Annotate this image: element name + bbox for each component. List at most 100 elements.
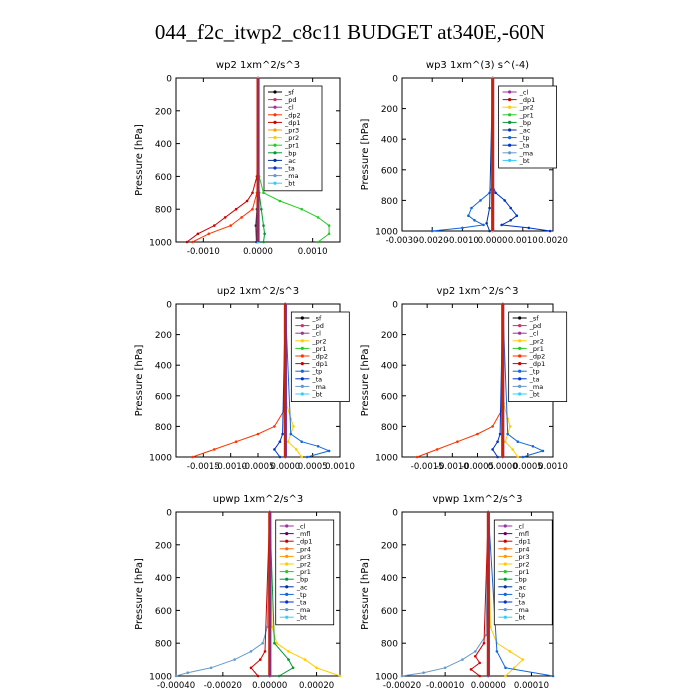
data-point [260,207,263,211]
data-point [467,214,470,217]
series-line-tp [502,303,545,458]
x-tick-label: -0.0030 [386,236,419,246]
data-point [233,658,236,661]
data-point [484,633,488,637]
data-point [476,432,479,436]
legend-label: _ma [296,606,311,614]
legend-marker [503,600,507,604]
data-point [551,674,555,678]
data-point [295,448,298,451]
legend-label: _ac [284,157,296,165]
y-tick-label: 1000 [375,673,398,683]
legend-label: _bp [514,576,527,584]
data-point [521,658,525,661]
legend-marker [273,158,277,162]
legend-marker [273,113,277,117]
panel-1: wp2 1xm^2/s^3 Pressure [hPa] 0 200 400 600 800… [134,60,341,257]
y-axis-label: Pressure [hPa] [134,345,145,417]
y-tick-label: 0 [166,75,172,85]
y-tick-label: 400 [155,140,172,150]
data-point [263,650,267,653]
legend-marker [503,547,507,551]
data-point [278,199,282,203]
legend-label: _bt [529,391,540,399]
data-point [500,223,504,227]
data-point [503,440,507,444]
data-point [191,240,194,244]
data-point [262,191,265,195]
data-point [327,449,331,453]
y-axis-label: Pressure [hPa] [360,119,371,191]
legend-marker [503,570,507,574]
x-tick-label: 0.0000 [488,462,518,472]
data-point [303,658,307,661]
y-tick-label: 200 [155,107,172,117]
y-tick-label: 600 [155,392,172,402]
legend-marker [300,339,304,343]
data-point [287,658,290,661]
legend-marker [518,362,522,366]
panel-title: vpwp 1xm^2/s^3 [432,494,522,505]
legend-marker [503,577,507,581]
data-point [191,455,194,459]
y-tick-label: 200 [381,541,398,551]
legend-marker [300,392,304,396]
legend-marker [518,316,522,320]
legend-label: _tp [296,591,307,599]
legend-marker [300,354,304,358]
legend-label: _ta [519,142,530,150]
data-point [273,448,276,451]
legend-label: _bp [519,119,532,127]
panel-4: vp2 1xm^2/s^3 Pressure [hPa] 0 200 400 600 800… [360,286,568,472]
x-tick-label: 0.0005 [513,462,543,472]
y-tick-label: 0 [392,75,398,85]
plot-frame [401,511,554,677]
legend-marker [518,354,522,358]
data-point [415,455,419,459]
y-tick-label: 200 [381,331,398,341]
legend-marker [508,113,512,117]
legend-label: _dp1 [284,119,301,127]
x-tick-label: 0.0000 [270,462,300,472]
legend-label: _cl [296,523,306,531]
legend-label: _ma [519,149,534,157]
data-point [338,674,342,678]
legend-label: _cl [311,330,321,338]
panel-6: vpwp 1xm^2/s^3 Pressure [hPa] 0 200 400 600 80… [360,494,555,691]
legend-marker [273,166,277,170]
data-point [473,219,476,222]
data-point [186,671,189,674]
data-point [478,674,482,678]
y-tick-label: 0 [166,509,172,519]
x-tick-label: -0.0010 [187,247,220,257]
data-point [263,232,266,236]
y-tick-label: 800 [155,423,172,433]
data-point [270,625,274,629]
data-point [196,232,200,236]
series-line-dp1 [250,511,271,677]
legend-marker [518,384,522,388]
data-point [291,666,295,670]
legend-label: _ac [514,583,526,591]
y-tick-label: 1000 [375,454,398,464]
legend-label: _ta [284,165,295,173]
legend-marker [508,90,512,94]
data-point [185,240,189,244]
data-point [516,455,520,459]
y-tick-label: 400 [155,362,172,372]
data-point [286,440,290,444]
legend-label: _pr2 [296,561,311,569]
data-point [482,223,485,227]
legend-marker [518,392,522,396]
legend-marker [273,90,277,94]
data-point [273,641,276,645]
data-point [531,445,535,448]
legend-label: _bp [284,149,297,157]
legend-label: _pr1 [296,568,311,576]
panel-title: wp2 1xm^2/s^3 [216,60,300,71]
data-point [327,224,331,227]
panel-5: upwp 1xm^2/s^3 Pressure [hPa] 0 200 400 600 80… [134,494,342,691]
data-point [541,449,545,453]
legend-label: _ma [311,383,326,391]
